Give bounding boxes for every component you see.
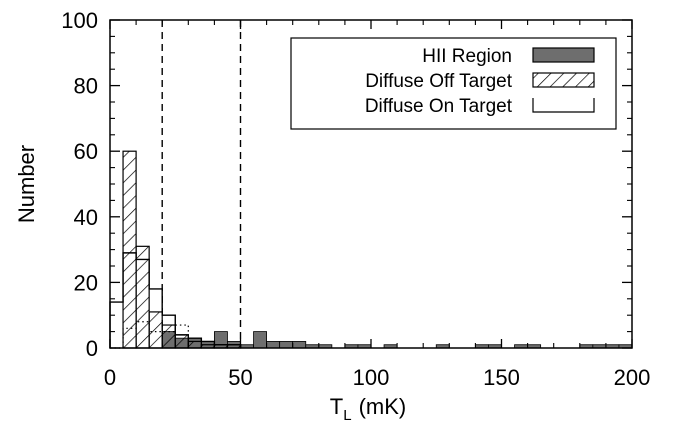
legend-label: Diffuse On Target: [365, 96, 513, 117]
hii-region-bar-8: [266, 341, 281, 349]
tick-labels: 0 50 100 150 200 0 20 40 60 80 100: [61, 8, 650, 390]
x-axis-unit: (mK): [359, 394, 407, 419]
legend-swatch-open: [532, 98, 595, 113]
x-tick-label: 50: [228, 365, 252, 390]
x-axis-title: TL (mK): [330, 394, 406, 424]
diffuse-off-target-bar-4: [161, 324, 176, 349]
x-tick-label: 0: [104, 365, 116, 390]
hii-region-bar-10: [292, 341, 307, 349]
legend: HII Region Diffuse Off Target Diffuse On T…: [290, 37, 617, 130]
legend-swatch-filled: [532, 47, 595, 63]
legend-label: HII Region: [422, 46, 512, 67]
legend-label: Diffuse Off Target: [365, 71, 513, 92]
legend-swatch-hatched: [532, 72, 595, 88]
y-tick-label: 40: [74, 205, 98, 230]
x-tick-label: 150: [483, 365, 520, 390]
hii-region-bar-7: [253, 331, 268, 349]
y-axis-title: Number: [14, 145, 39, 223]
y-tick-label: 80: [74, 74, 98, 99]
axis-ticks: [109, 19, 633, 349]
diffuse-off-target-bar-2: [135, 245, 150, 349]
diffuse-off-target-bar-3: [148, 311, 163, 349]
x-axis-subscript: L: [343, 407, 351, 424]
x-axis-label: T: [330, 394, 343, 419]
y-tick-label: 60: [74, 139, 98, 164]
reference-lines: [161, 20, 242, 348]
diffuse-off-target-bar-1: [122, 150, 137, 349]
hii-region-bar-9: [279, 341, 294, 349]
x-tick-label: 100: [353, 365, 390, 390]
diffuse-off-target-bar-5: [174, 334, 189, 349]
x-tick-label: 200: [614, 365, 651, 390]
y-tick-label: 20: [74, 270, 98, 295]
histogram-bars: [122, 150, 633, 349]
diffuse-off-target-bar-6: [187, 340, 202, 349]
y-tick-label: 100: [61, 8, 98, 33]
y-tick-label: 0: [86, 336, 98, 361]
